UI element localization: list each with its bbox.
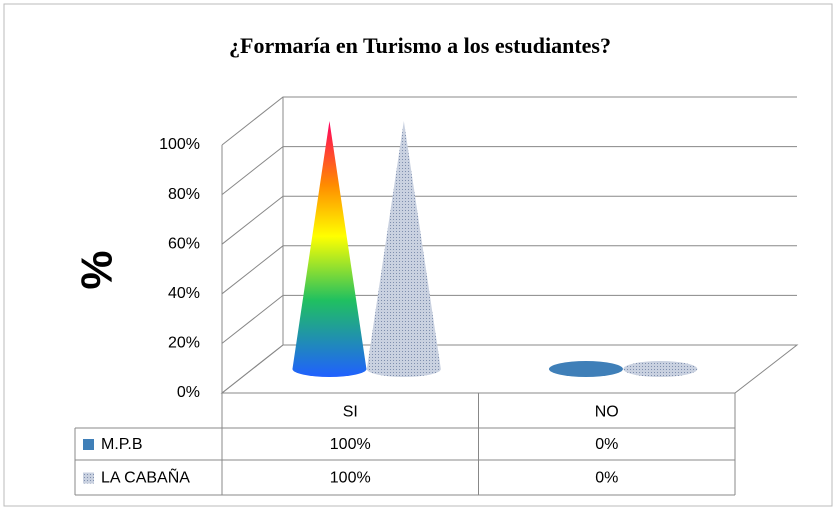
table-header: SI	[343, 404, 358, 421]
grid-line	[221, 344, 797, 394]
y-tick-label: 40%	[168, 285, 200, 302]
cone	[366, 121, 441, 377]
y-tick-label: 60%	[168, 235, 200, 252]
grid-line	[221, 245, 797, 295]
grid-line	[221, 195, 797, 245]
y-tick-label: 80%	[168, 186, 200, 203]
data-label: 100%	[330, 436, 371, 453]
grid-line	[221, 96, 797, 146]
y-tick-label: 100%	[159, 136, 200, 153]
y-axis-label: %	[73, 250, 122, 289]
legend-swatch	[83, 439, 94, 450]
data-label: 100%	[330, 470, 371, 487]
cone	[292, 121, 367, 377]
chart-title: ¿Formaría en Turismo a los estudiantes?	[229, 33, 611, 58]
y-tick-label: 20%	[168, 335, 200, 352]
grid-line	[221, 294, 797, 344]
data-label: 0%	[595, 436, 618, 453]
legend-label: M.P.B	[101, 436, 143, 453]
y-tick-label: 0%	[177, 384, 200, 401]
chart-border	[3, 3, 833, 507]
cone-base	[623, 361, 698, 377]
data-label: 0%	[595, 470, 618, 487]
legend-label: LA CABAÑA	[101, 467, 190, 487]
table-header: NO	[595, 404, 619, 421]
cone-base	[548, 361, 623, 377]
grid-line	[221, 146, 797, 195]
legend-swatch	[83, 472, 94, 484]
